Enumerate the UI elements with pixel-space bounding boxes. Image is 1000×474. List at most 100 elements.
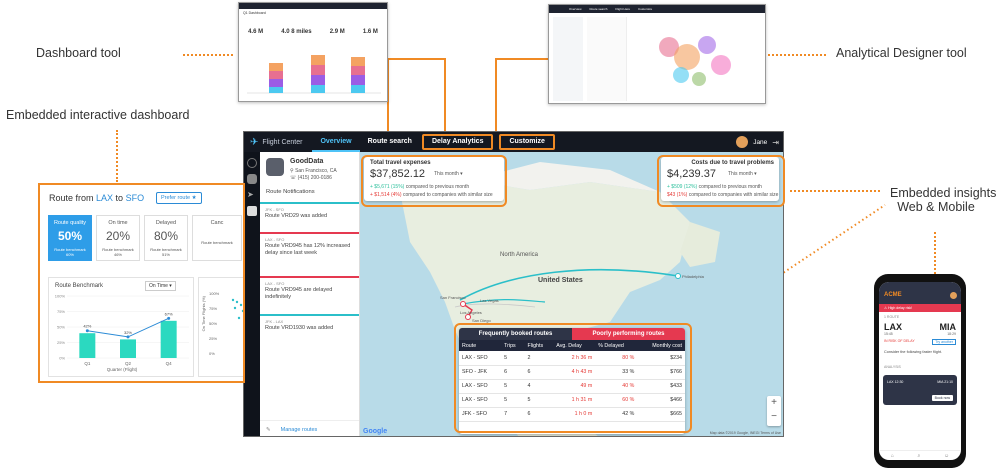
notification-item[interactable]: JFK - SFO Route VRD29 was added [260, 202, 359, 222]
mobile-book-button[interactable]: Book now [931, 395, 953, 401]
table-row[interactable]: LAX - SFO 5 5 1 h 31 m 60 % $466 [459, 393, 685, 408]
table-row[interactable]: LAX - SFO 5 2 2 h 36 m 80 % $234 [459, 351, 685, 366]
company-rail-icon[interactable] [247, 174, 257, 184]
benchmark-point[interactable] [126, 335, 130, 339]
mobile-avatar[interactable] [950, 292, 957, 299]
top-navigation: ✈ Flight Center Overview Route search De… [244, 132, 783, 152]
search-rail-icon[interactable] [247, 158, 257, 168]
zoom-out-button[interactable]: − [771, 411, 777, 422]
cell: 7 [501, 407, 525, 422]
home-icon[interactable]: ⌂ [890, 452, 894, 459]
routes-table-card: Frequently booked routes Poorly performi… [459, 328, 685, 434]
notifications-title: Route Notifications [266, 189, 315, 195]
manage-routes-link[interactable]: ✎ Manage routes [260, 420, 359, 436]
data-label: 42% [83, 324, 91, 329]
tab-poor-routes[interactable]: Poorly performing routes [572, 328, 685, 340]
data-label: 32% [124, 330, 132, 335]
ontime-panel: On Time Flights (%) 100% 75% 50% 25% 0% [198, 277, 243, 377]
thumb-nav: Route search [589, 7, 608, 11]
total-period-select[interactable]: This month ▾ [434, 171, 463, 177]
callout-dashboard-tool: Dashboard tool [36, 46, 121, 60]
sidebar: GoodData ⚲ San Francisco, CA ☏ (415) 200… [260, 152, 360, 436]
kpi-cancelled[interactable]: Canc Route benchmark [192, 215, 242, 261]
benchmark-point[interactable] [85, 329, 89, 333]
cell-route: JFK - SFO [459, 407, 502, 422]
cell: 80 % [595, 351, 638, 366]
user-icon[interactable]: ☺ [944, 452, 950, 459]
table-row[interactable]: JFK - SFO 7 6 1 h 0 m 42 % $665 [459, 407, 685, 422]
search-icon[interactable]: ⌕ [917, 452, 921, 459]
mobile-to: MIA [939, 322, 957, 332]
thumb-kpi: 4.6 M [248, 29, 264, 35]
mobile-consider: Consider the following faster flight. [884, 350, 943, 354]
user-name[interactable]: Jane [753, 138, 768, 146]
kpi-route-quality[interactable]: Route quality 50% Route benchmark 60% [48, 215, 92, 261]
cell: $665 [637, 407, 685, 422]
map[interactable]: North America United States San Francisc… [360, 152, 783, 436]
cell: $466 [637, 393, 685, 408]
cell: 40 % [595, 379, 638, 394]
total-expenses-card: Total travel expenses $37,852.12 This mo… [364, 157, 504, 201]
y-tick-label: 0% [59, 356, 65, 361]
cell: 2 [524, 351, 554, 366]
cell-route: LAX - SFO [459, 351, 502, 366]
notification-item[interactable]: JFK - LAX Route VRD1930 was added [260, 314, 359, 334]
map-label-sf: San Francisco [440, 295, 466, 300]
x-tick-label: Q1 [84, 361, 91, 366]
avatar[interactable] [736, 136, 749, 148]
tab-overview[interactable]: Overview [312, 132, 360, 152]
logout-icon[interactable]: ⇥ [772, 137, 779, 147]
cell: 6 [524, 407, 554, 422]
col-header[interactable]: % Delayed [595, 340, 638, 351]
bar[interactable] [79, 333, 96, 358]
table-row[interactable]: SFO - JFK 6 6 4 h 43 m 33 % $766 [459, 365, 685, 380]
cell: 5 [524, 393, 554, 408]
mobile-tabbar: ⌂ ⌕ ☺ [879, 450, 961, 460]
tab-delay-analytics[interactable]: Delay Analytics [421, 134, 494, 150]
pencil-icon: ✎ [266, 426, 271, 433]
costs-period-select[interactable]: This month ▾ [728, 171, 757, 177]
bar[interactable] [120, 339, 136, 358]
mobile-analysis: ANALYSIS [884, 365, 901, 369]
table-row[interactable]: LAX - SFO 5 4 49 m 40 % $433 [459, 379, 685, 394]
thumb-nav: Flight Here [615, 7, 631, 11]
benchmark-point[interactable] [167, 316, 171, 320]
thumb-bubble-chart [659, 36, 731, 86]
tab-frequent-routes[interactable]: Frequently booked routes [459, 328, 572, 340]
col-header[interactable]: Flights [524, 340, 554, 351]
mobile-next-to: MIA 21:10 [937, 380, 953, 384]
x-tick-label: Q4 [166, 361, 173, 366]
mobile-suggestion-card[interactable]: LAX 12:30 MIA 21:10 Book now [883, 375, 957, 405]
travel-problems-value: $4,239.37 [667, 168, 716, 180]
tab-customize[interactable]: Customize [499, 134, 555, 150]
kpi-delayed[interactable]: Delayed 80% Route benchmark 51% [144, 215, 188, 261]
dashboard-tool-thumbnail[interactable]: Q1 Dashboard 4.6 M 4.0 8 miles 2.9 M 1.6… [238, 2, 388, 102]
cell: 5 [501, 351, 525, 366]
benchmark-dropdown[interactable]: On Time ▾ [145, 281, 176, 291]
cursor-rail-icon[interactable]: ➤ [247, 190, 254, 199]
card-rail-icon[interactable] [247, 206, 257, 216]
notification-item[interactable]: LAX - SFO Route VRD945 are delayed indef… [260, 276, 359, 304]
prefer-route-button[interactable]: Prefer route ★ [156, 192, 202, 204]
zoom-control: + − [767, 396, 781, 426]
analytical-designer-thumbnail[interactable]: Overview Route search Flight Here Custom… [548, 4, 766, 104]
cell: 5 [501, 393, 525, 408]
col-header[interactable]: Route [459, 340, 502, 351]
col-header[interactable]: Monthly cost [637, 340, 685, 351]
notification-item[interactable]: LAX - SFO Route VRD945 has 12% increased… [260, 232, 359, 260]
mobile-try-another[interactable]: Try another [932, 339, 956, 345]
plane-icon: ✈ [250, 136, 259, 148]
mobile-to-time: 18:29 [947, 332, 956, 336]
tab-route-search[interactable]: Route search [367, 138, 412, 145]
map-credits[interactable]: Map data ©2019 Google, INEGI Terms of Us… [709, 431, 781, 435]
cell: 6 [524, 365, 554, 380]
zoom-in-button[interactable]: + [771, 397, 777, 408]
benchmark-panel: Route Benchmark On Time ▾ 100% 75% 50% 25% 0… [48, 277, 194, 377]
mobile-from-time: 15:45 [884, 332, 893, 336]
kpi-on-time[interactable]: On time 20% Route benchmark 46% [96, 215, 140, 261]
bar[interactable] [160, 320, 177, 358]
thumb-buckets [587, 17, 627, 101]
col-header[interactable]: Trips [501, 340, 525, 351]
highlight-travel-problems [657, 155, 785, 207]
col-header[interactable]: Avg. Delay [553, 340, 596, 351]
